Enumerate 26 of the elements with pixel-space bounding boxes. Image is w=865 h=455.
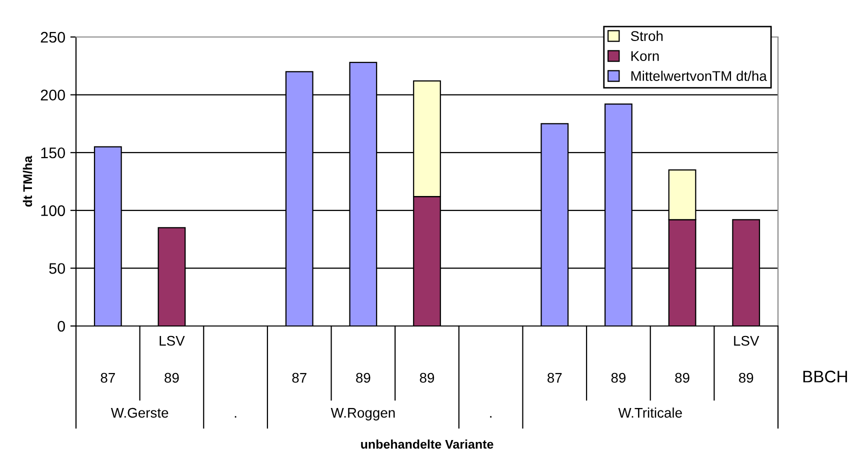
y-tick-label: 250 [40,32,65,43]
y-tick-label: 0 [58,320,65,332]
text: W.Triticale [618,408,682,418]
legend-label: MittelwertvonTM dt/ha [631,70,767,81]
category-label: LSV 89 [734,336,760,383]
y-tick-label: 200 [40,90,65,100]
y-tick-label: 100 [41,205,65,216]
x-axis-title: unbehandelte Variante [361,440,494,449]
text: W.Gerste [110,408,168,418]
x-tick-label: 89 [675,372,690,383]
x-tick-label: 89 [356,372,370,383]
x-tick-label: 89 [420,372,434,383]
x-tick-label: 87 [548,372,562,383]
y-tick-label: 50 [49,263,65,274]
x-tick-label: 87 [292,372,306,383]
legend-label: Korn [631,51,659,61]
x-tick-label: 87 [100,372,115,383]
text: BBCH [803,370,847,382]
text: . [234,416,236,418]
x-tick-label: 89 [611,372,626,383]
y-tick-label: 150 [41,147,65,158]
legend-label: Stroh [630,30,663,42]
text: . [490,416,492,418]
category-label: LSV 89 [160,336,185,383]
text: W.Roggen [330,408,395,420]
y-axis-title: dt TM/ha [22,156,32,207]
